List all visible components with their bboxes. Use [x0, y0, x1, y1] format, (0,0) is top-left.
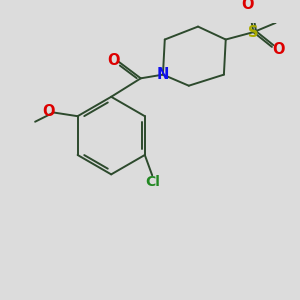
- Text: S: S: [248, 25, 259, 40]
- Text: N: N: [157, 67, 169, 82]
- Text: O: O: [43, 104, 55, 119]
- Text: O: O: [272, 42, 285, 57]
- Text: O: O: [242, 0, 254, 12]
- Text: Cl: Cl: [146, 175, 160, 189]
- Text: O: O: [107, 53, 119, 68]
